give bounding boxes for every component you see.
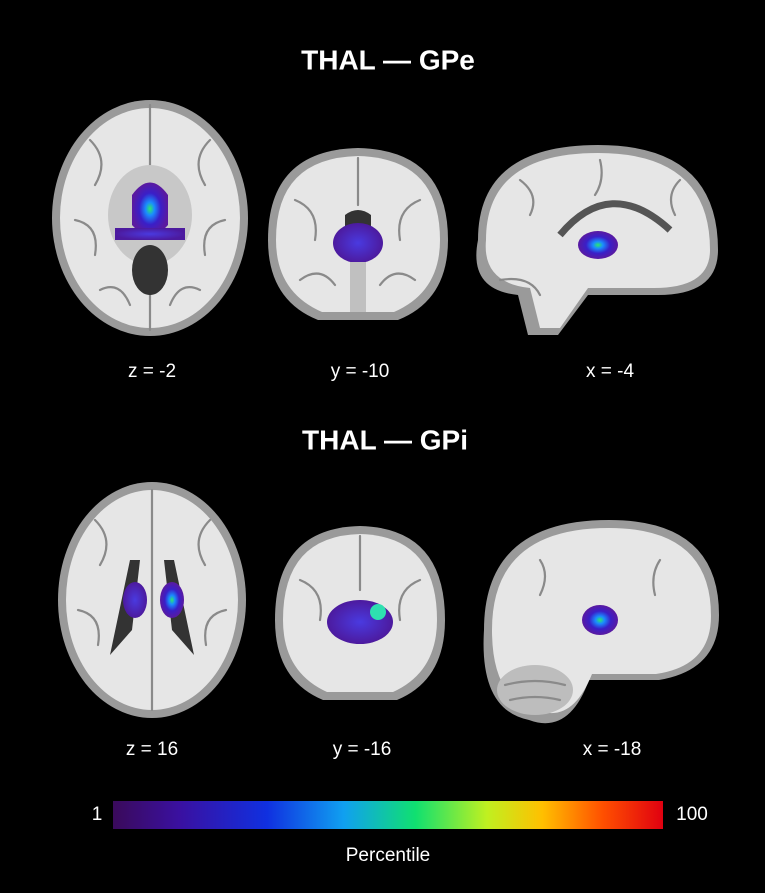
axial-slice xyxy=(58,482,246,718)
slice-label: z = -2 xyxy=(128,361,176,382)
slice-label: y = -16 xyxy=(333,739,392,760)
colorbar-max: 100 xyxy=(676,804,708,825)
coronal-slice xyxy=(275,526,445,700)
slice-label: z = 16 xyxy=(126,739,178,760)
sagittal-slice xyxy=(483,520,719,724)
panel-title: THAL — GPe xyxy=(301,44,475,75)
slice-label: x = -4 xyxy=(586,361,634,382)
slice-label: x = -18 xyxy=(583,739,642,760)
colorbar-label: Percentile xyxy=(346,845,431,866)
sagittal-slice xyxy=(476,145,718,335)
coronal-slice xyxy=(268,148,448,320)
axial-slice xyxy=(52,100,248,336)
slice-label: y = -10 xyxy=(331,361,390,382)
colorbar-min: 1 xyxy=(92,804,103,825)
panel-title: THAL — GPi xyxy=(302,424,468,455)
colorbar xyxy=(113,801,663,829)
